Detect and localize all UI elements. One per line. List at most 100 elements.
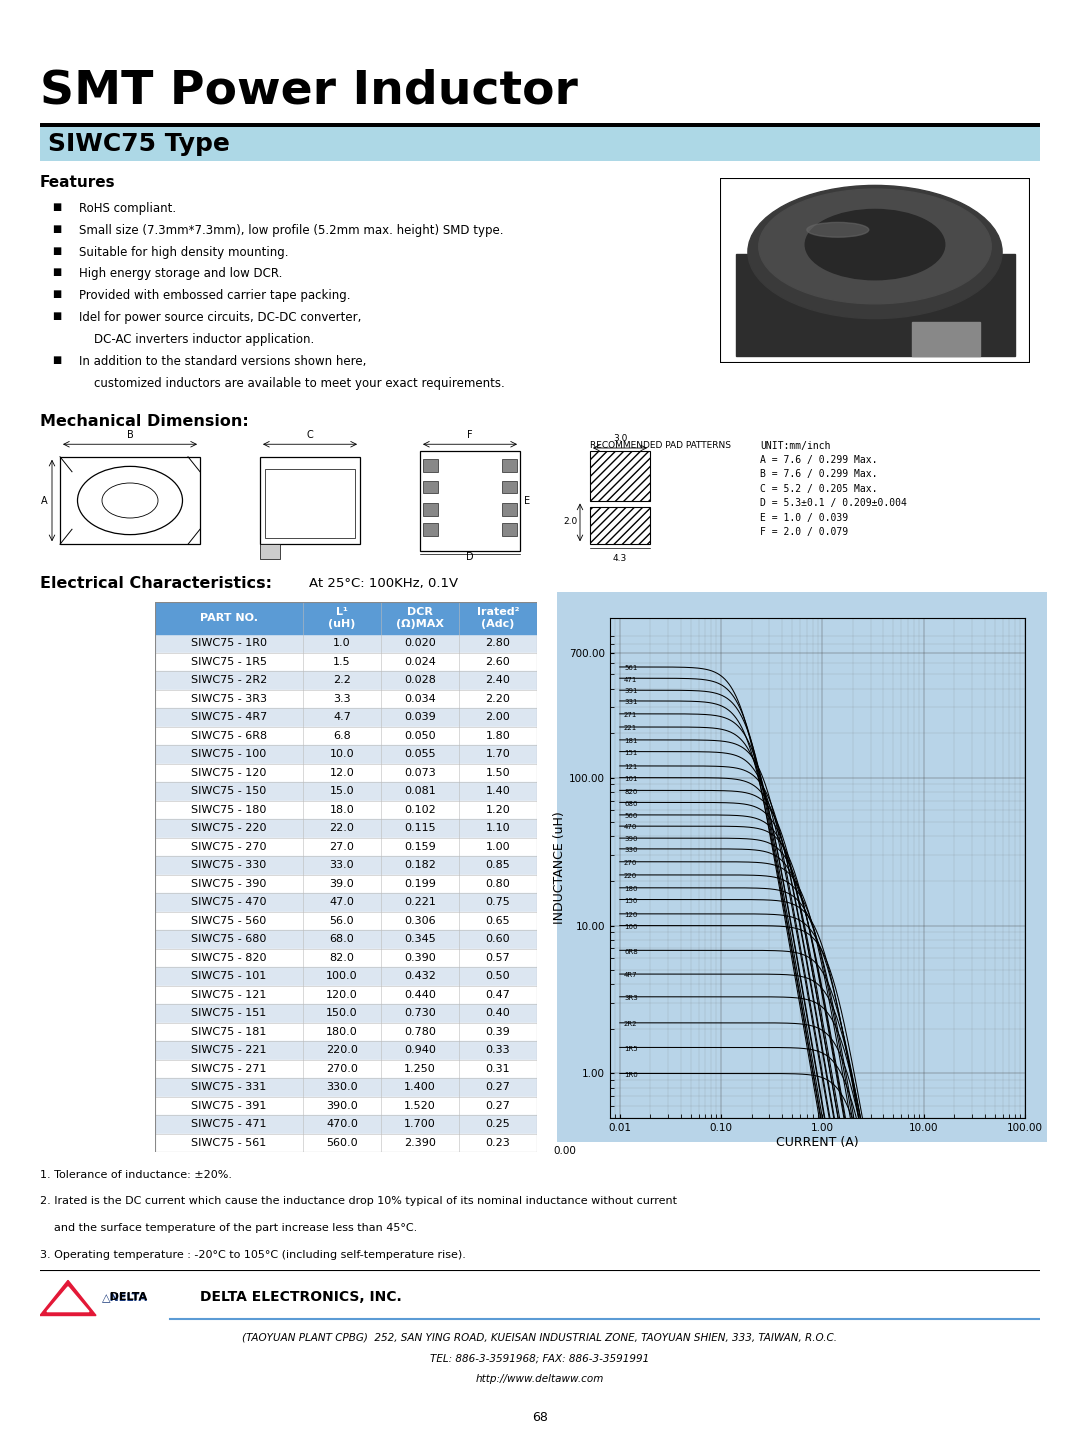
Text: 6R8: 6R8: [624, 949, 638, 955]
Text: RoHS compliant.: RoHS compliant.: [79, 201, 176, 216]
Text: 151: 151: [624, 749, 637, 756]
Text: 0.730: 0.730: [404, 1008, 436, 1018]
Bar: [60, 457, 200, 544]
Bar: [590, 506, 650, 544]
Text: Suitable for high density mounting.: Suitable for high density mounting.: [79, 246, 288, 259]
Text: 3R3: 3R3: [624, 995, 638, 1001]
Text: 2.00: 2.00: [486, 712, 511, 722]
Text: 22.0: 22.0: [329, 823, 354, 833]
Text: 330: 330: [624, 847, 637, 853]
Text: 0.31: 0.31: [486, 1064, 511, 1074]
Bar: [156, 634, 537, 653]
Bar: [423, 503, 438, 515]
Text: 100: 100: [624, 923, 637, 930]
Text: 561: 561: [624, 666, 637, 672]
Text: Mechanical Dimension:: Mechanical Dimension:: [40, 414, 248, 429]
Text: UNIT:mm/inch
A = 7.6 / 0.299 Max.
B = 7.6 / 0.299 Max.
C = 5.2 / 0.205 Max.
D = : UNIT:mm/inch A = 7.6 / 0.299 Max. B = 7.…: [760, 440, 907, 536]
Ellipse shape: [747, 186, 1002, 319]
Text: 1.10: 1.10: [486, 823, 511, 833]
Text: ■: ■: [52, 246, 60, 256]
Text: SIWC75 - 220: SIWC75 - 220: [191, 823, 267, 833]
Text: SIWC75 - 820: SIWC75 - 820: [191, 953, 267, 963]
Bar: [156, 837, 537, 856]
Text: ■: ■: [52, 289, 60, 299]
Bar: [260, 544, 280, 559]
Text: PART NO.: PART NO.: [200, 613, 258, 623]
Text: 4.7: 4.7: [333, 712, 351, 722]
Text: 1.40: 1.40: [486, 787, 511, 797]
Text: Electrical Characteristics:: Electrical Characteristics:: [40, 575, 272, 591]
Text: 1.80: 1.80: [486, 731, 511, 741]
Text: 33.0: 33.0: [329, 860, 354, 870]
Text: 0.028: 0.028: [404, 676, 436, 686]
Bar: [156, 930, 537, 949]
Bar: [156, 603, 537, 634]
Bar: [156, 966, 537, 985]
Text: 0.80: 0.80: [486, 879, 511, 889]
Text: Irated²
(Adc): Irated² (Adc): [476, 607, 519, 628]
Text: DELTA: DELTA: [102, 1293, 147, 1303]
Text: 391: 391: [624, 689, 637, 695]
Text: 10.0: 10.0: [329, 749, 354, 759]
Text: SIWC75 - 270: SIWC75 - 270: [191, 841, 267, 851]
Text: L¹
(uH): L¹ (uH): [328, 607, 355, 628]
Text: 0.345: 0.345: [404, 935, 436, 945]
Text: SMT Power Inductor: SMT Power Inductor: [40, 69, 578, 114]
Text: 6.8: 6.8: [333, 731, 351, 741]
Bar: [156, 1022, 537, 1041]
Bar: [156, 1133, 537, 1152]
Text: 0.25: 0.25: [486, 1119, 511, 1129]
Bar: [156, 1097, 537, 1114]
Text: 471: 471: [624, 676, 637, 683]
Text: DC-AC inverters inductor application.: DC-AC inverters inductor application.: [79, 334, 314, 347]
Text: 2R2: 2R2: [624, 1021, 637, 1027]
Text: 0.159: 0.159: [404, 841, 436, 851]
Bar: [156, 1078, 537, 1097]
Text: 1.520: 1.520: [404, 1100, 436, 1110]
Text: D: D: [467, 552, 474, 562]
Text: In addition to the standard versions shown here,: In addition to the standard versions sho…: [79, 355, 366, 368]
Bar: [502, 459, 517, 472]
Text: 2.60: 2.60: [486, 657, 511, 667]
Text: 0.940: 0.940: [404, 1045, 436, 1055]
Text: 0.073: 0.073: [404, 768, 436, 778]
Bar: [423, 480, 438, 493]
Text: 0.039: 0.039: [404, 712, 436, 722]
Text: 0.75: 0.75: [486, 897, 511, 907]
Text: 2.20: 2.20: [486, 693, 511, 703]
Text: 0.432: 0.432: [404, 971, 436, 981]
Text: customized inductors are available to meet your exact requirements.: customized inductors are available to me…: [79, 377, 504, 390]
Text: 0.050: 0.050: [404, 731, 436, 741]
Text: 68: 68: [532, 1411, 548, 1424]
Text: 2.2: 2.2: [333, 676, 351, 686]
Text: ■: ■: [52, 311, 60, 321]
Text: B: B: [126, 430, 133, 440]
Bar: [502, 523, 517, 535]
Text: 0.27: 0.27: [486, 1083, 511, 1093]
Bar: [423, 459, 438, 472]
Text: SIWC75 - 100: SIWC75 - 100: [191, 749, 267, 759]
Text: 39.0: 39.0: [329, 879, 354, 889]
Text: 0.221: 0.221: [404, 897, 436, 907]
Text: A: A: [41, 496, 48, 506]
Ellipse shape: [759, 190, 991, 303]
Bar: [156, 653, 537, 672]
Text: 820: 820: [624, 788, 637, 795]
Text: SIWC75 - 150: SIWC75 - 150: [191, 787, 267, 797]
Text: SIWC75 - 221: SIWC75 - 221: [191, 1045, 267, 1055]
Text: 120: 120: [624, 912, 637, 917]
Bar: [502, 503, 517, 515]
Text: 1. Tolerance of inductance: ±20%.: 1. Tolerance of inductance: ±20%.: [40, 1169, 232, 1179]
Bar: [265, 469, 355, 538]
Text: 150: 150: [624, 897, 637, 905]
Text: 0.39: 0.39: [486, 1027, 511, 1037]
Text: 0.60: 0.60: [486, 935, 511, 945]
Text: 1.50: 1.50: [486, 768, 511, 778]
Text: 0.57: 0.57: [486, 953, 511, 963]
Bar: [156, 1114, 537, 1133]
Text: 15.0: 15.0: [329, 787, 354, 797]
Text: 181: 181: [624, 738, 637, 745]
Text: SIWC75 - 470: SIWC75 - 470: [191, 897, 267, 907]
Text: 0.780: 0.780: [404, 1027, 436, 1037]
Text: 56.0: 56.0: [329, 916, 354, 926]
